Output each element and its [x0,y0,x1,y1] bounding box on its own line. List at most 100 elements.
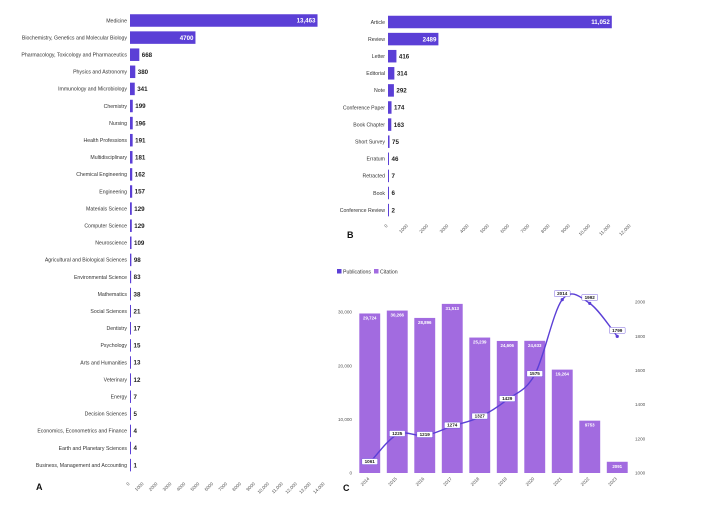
citation-value-label: 24,633 [528,343,542,348]
value-label: 17 [134,326,141,333]
category-label: Article [371,20,386,26]
publications-value-label: 2014 [557,291,568,296]
category-label: Business, Management and Accounting [36,463,127,469]
publications-value-label: 1225 [392,431,403,436]
bar [130,133,133,147]
x-tick-label: 14,000 [312,481,326,495]
bar [388,67,395,80]
bar [130,65,136,79]
category-label: Biochemistry, Genetics and Molecular Bio… [22,35,128,41]
x-tick-label: 4000 [176,481,187,492]
y-left-tick-label: 20,000 [338,363,352,368]
value-label: 196 [135,120,146,127]
category-label: Agricultural and Biological Sciences [45,258,128,264]
bar [130,48,140,61]
publications-label-box [526,370,543,377]
bar [130,304,131,318]
x-tick-label: 0 [125,481,131,487]
category-label: Nursing [109,121,127,127]
value-label: 174 [394,105,405,112]
value-label: 7 [392,173,396,180]
bar [388,32,439,46]
publications-value-label: 1799 [612,328,623,333]
publications-line [369,293,618,464]
x-tick-label: 12,000 [284,481,298,495]
publications-label-box [444,421,461,429]
citation-bar [469,337,491,473]
citation-bar [441,303,463,473]
panel-label-c: C [343,483,350,493]
year-tick-label: 2017 [442,476,453,487]
y-right-tick-label: 1800 [635,334,646,339]
citation-value-label: 25,239 [473,340,487,345]
category-label: Mathematics [98,292,128,298]
value-label: 199 [135,103,146,110]
y-right-tick-label: 2000 [635,300,646,305]
category-label: Book [373,191,385,197]
bar [130,270,132,284]
value-label: 314 [397,71,408,78]
citation-value-label: 30,266 [391,313,405,318]
value-label: 7 [134,394,138,401]
category-label: Environmental Science [74,275,127,281]
citation-bar [551,369,573,473]
bar [130,390,131,403]
publications-value-label: 1575 [530,371,541,376]
publications-label-box [581,294,598,301]
chart-document-types: Article 11,052 Review 2489 Letter 416 Editoria… [340,15,632,237]
y-right-tick-label: 1600 [635,368,646,373]
value-label: 341 [137,86,148,93]
category-label: Chemistry [104,104,128,110]
value-label: 13,463 [297,18,316,25]
publications-value-label: 1327 [475,413,486,418]
category-label: Multidisciplinary [90,155,127,161]
year-tick-label: 2023 [607,476,618,487]
value-label: 181 [135,155,146,162]
value-label: 83 [134,274,141,281]
publications-label-box [361,458,378,465]
y-right-tick-label: 1400 [635,402,646,407]
value-label: 4 [134,445,138,452]
category-label: Pharmacology, Toxicology and Pharmaceuti… [21,53,127,59]
value-label: 292 [396,88,407,95]
value-label: 380 [138,69,149,76]
x-tick-label: 3000 [162,481,173,492]
category-label: Decision Sciences [85,412,128,418]
bar [130,168,133,181]
value-label: 12 [134,377,141,384]
value-label: 129 [134,206,145,213]
citation-value-label: 24,606 [501,343,515,348]
value-label: 416 [399,53,410,60]
bar [130,82,135,96]
bar [130,356,131,369]
citation-value-label: 9753 [585,423,595,428]
bar [388,186,389,200]
x-tick-label: 7000 [217,481,228,492]
category-label: Materials Science [86,206,127,212]
category-label: Veterinary [104,377,128,383]
legend-swatch [374,269,379,274]
publications-label-box [499,395,516,402]
citation-value-label: 31,513 [446,306,460,311]
x-tick-label: 3000 [439,223,450,234]
bar [130,441,131,455]
bar [388,203,389,217]
legend-label: Publications [343,269,371,275]
publications-label-box [471,412,488,420]
citation-bar [414,317,436,473]
value-label: 21 [134,308,141,315]
citation-bar [386,310,408,473]
x-tick-label: 1000 [134,481,145,492]
x-tick-label: 2000 [148,481,159,492]
x-tick-label: 11,000 [271,481,285,495]
publications-point [588,301,592,305]
category-label: Economics, Econometrics and Finance [37,429,127,435]
value-label: 2489 [423,36,437,43]
x-tick-label: 12,000 [618,223,632,237]
y-left-tick-label: 30,000 [338,310,352,315]
panel-label-b: B [347,230,354,240]
citation-value-label: 19,264 [556,372,570,377]
bar [130,424,131,438]
year-tick-label: 2022 [580,476,591,487]
bar [388,15,612,29]
